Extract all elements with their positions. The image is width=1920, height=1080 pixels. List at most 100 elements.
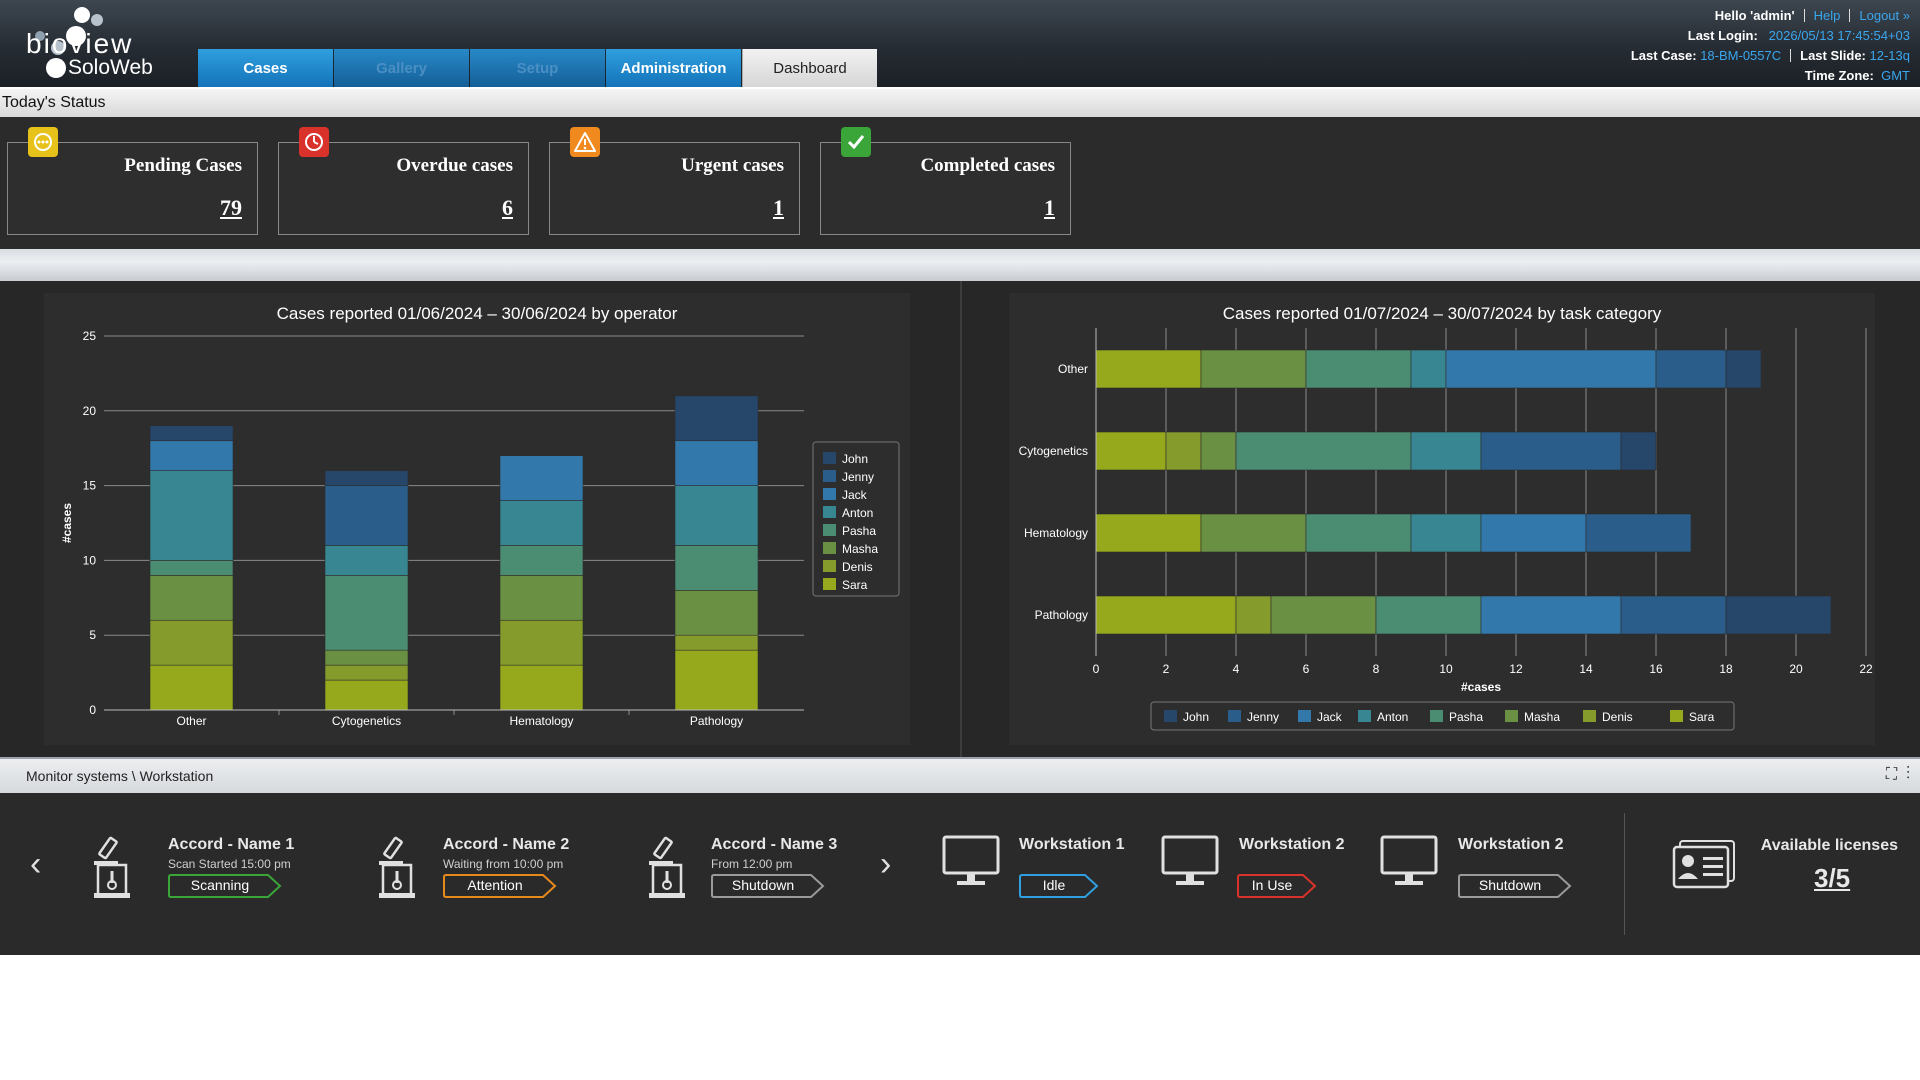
clock-icon	[299, 127, 329, 157]
status-text: Scanning	[190, 877, 250, 893]
legend-swatch-jenny	[823, 470, 836, 482]
last-case-label: Last Case:	[1630, 48, 1697, 63]
bar-segment-sara	[1095, 513, 1202, 553]
scanner-item[interactable]: Accord - Name 1 Scan Started 15:00 pm Sc…	[88, 835, 318, 905]
workstation-item[interactable]: Workstation 2 Shutdown	[1380, 835, 1590, 905]
bar-segment-masha	[499, 575, 584, 621]
bar-segment-pasha	[149, 560, 234, 576]
scanner-item[interactable]: Accord - Name 3 From 12:00 pm Shutdown	[643, 835, 873, 905]
tag-shape	[443, 874, 557, 898]
bar-segment-anton	[1410, 349, 1447, 389]
tag-shape	[1019, 874, 1099, 898]
last-login-label: Last Login:	[1687, 28, 1758, 43]
x-tick-label: 2	[1163, 662, 1170, 676]
legend-swatch-anton	[1358, 710, 1371, 722]
legend-label: Sara	[842, 578, 868, 592]
prev-arrow-icon[interactable]: ‹	[30, 845, 42, 883]
tab-administration[interactable]: Administration	[606, 49, 741, 87]
scanner-item[interactable]: Accord - Name 2 Waiting from 10:00 pm At…	[373, 835, 603, 905]
bar-segment-jack	[1480, 595, 1622, 635]
bar-segment-jack	[674, 440, 759, 486]
legend-swatch-john	[1164, 710, 1177, 722]
urgent-cases-count[interactable]: 1	[773, 195, 784, 220]
legend-label: Anton	[842, 506, 873, 520]
status-header: Today's Status	[0, 89, 1920, 117]
more-menu-icon[interactable]: ⋮	[1905, 766, 1910, 783]
pending-cases-card[interactable]: Pending Cases 79	[7, 127, 258, 235]
legend-label: John	[842, 452, 868, 466]
x-tick-label: Pathology	[690, 714, 743, 728]
user-row-3: Last Case: 18-BM-0557C Last Slide: 12-13q	[1631, 46, 1910, 66]
overdue-cases-count[interactable]: 6	[502, 195, 513, 220]
legend-swatch-masha	[823, 542, 836, 554]
microscope-icon	[649, 836, 685, 898]
y-tick-label: Other	[1058, 362, 1088, 376]
chart-legend: John Jenny Jack Anton Pasha Masha Denis Sara	[812, 441, 900, 597]
monitor-area: ‹ Accord - Name 1 Scan Started 15:00 pm …	[0, 793, 1920, 955]
y-tick-label: 0	[89, 703, 96, 717]
logout-link[interactable]: Logout »	[1859, 8, 1910, 23]
y-tick-label: 25	[83, 329, 97, 343]
legend-swatch-masha	[1505, 710, 1518, 722]
completed-cases-count[interactable]: 1	[1044, 195, 1055, 220]
bar-segment-jenny	[1585, 513, 1692, 553]
legend-swatch-jenny	[1228, 710, 1241, 722]
legend-label: Jenny	[1247, 710, 1279, 724]
tab-cases[interactable]: Cases	[198, 49, 333, 87]
next-arrow-icon[interactable]: ›	[880, 845, 892, 883]
status-badge: Idle	[1019, 874, 1099, 898]
workstation-name: Workstation 1	[1019, 836, 1125, 853]
legend-label: Denis	[842, 560, 873, 574]
last-case-link[interactable]: 18-BM-0557C	[1700, 48, 1782, 63]
bar-segment-jenny	[1620, 595, 1727, 635]
x-tick-label: 12	[1509, 662, 1523, 676]
help-link[interactable]: Help	[1813, 8, 1841, 23]
x-tick-label: 16	[1649, 662, 1663, 676]
completed-cases-card[interactable]: Completed cases 1	[820, 127, 1071, 235]
tab-setup[interactable]: Setup	[470, 49, 605, 87]
warning-icon	[570, 127, 600, 157]
legend-label: Jack	[842, 488, 868, 502]
last-slide-link[interactable]: 12-13q	[1869, 48, 1910, 63]
legend-swatch-sara	[823, 578, 836, 590]
status-text: Idle	[1042, 877, 1066, 893]
main-tabs: Cases Gallery Setup Administration Dashb…	[198, 49, 878, 87]
status-badge: Shutdown	[711, 874, 825, 898]
scanner-name: Accord - Name 3	[711, 836, 838, 853]
x-tick-label: 0	[1093, 662, 1100, 676]
legend-swatch-denis	[823, 560, 836, 572]
scanner-sub: From 12:00 pm	[711, 857, 793, 871]
chart-title: Cases reported 01/06/2024 – 30/06/2024 b…	[277, 304, 678, 323]
user-row-2: Last Login: 2026/05/13 17:45:54+03	[1631, 26, 1910, 46]
bar-segment-jenny	[1480, 431, 1622, 471]
license-divider	[1624, 813, 1625, 935]
bar-segment-pasha	[674, 545, 759, 591]
legend-label: Sara	[1689, 710, 1715, 724]
user-info: Hello 'admin' Help Logout » Last Login: 20…	[1631, 6, 1910, 86]
workstation-item[interactable]: Workstation 2 In Use	[1161, 835, 1361, 905]
bar-segment-denis	[674, 634, 759, 651]
y-tick-label: Cytogenetics	[1019, 444, 1088, 458]
workstation-name: Workstation 2	[1458, 836, 1564, 853]
available-licenses-value[interactable]: 3/5	[1814, 863, 1851, 893]
microscope-icon	[379, 836, 415, 898]
tag-shape	[168, 874, 282, 898]
overdue-cases-card[interactable]: Overdue cases 6	[278, 127, 529, 235]
workstation-item[interactable]: Workstation 1 Idle	[942, 835, 1142, 905]
pending-icon	[28, 127, 58, 157]
status-text: Attention	[467, 877, 523, 893]
expand-icon[interactable]: ⛶	[1885, 766, 1898, 783]
bar-segment-jack	[1445, 349, 1657, 389]
overdue-cases-title: Overdue cases	[396, 155, 513, 176]
legend-label: Jenny	[842, 470, 874, 484]
urgent-cases-card[interactable]: Urgent cases 1	[549, 127, 800, 235]
pending-cases-count[interactable]: 79	[220, 195, 242, 220]
bar-segment-denis	[324, 664, 409, 681]
x-tick-label: 20	[1789, 662, 1803, 676]
tab-gallery[interactable]: Gallery	[334, 49, 469, 87]
x-tick-label: Hematology	[509, 714, 573, 728]
tab-dashboard[interactable]: Dashboard	[742, 49, 877, 87]
bar-segment-jack	[1480, 513, 1587, 553]
legend-label: Pasha	[842, 524, 876, 538]
bar-segment-jack	[499, 455, 584, 501]
